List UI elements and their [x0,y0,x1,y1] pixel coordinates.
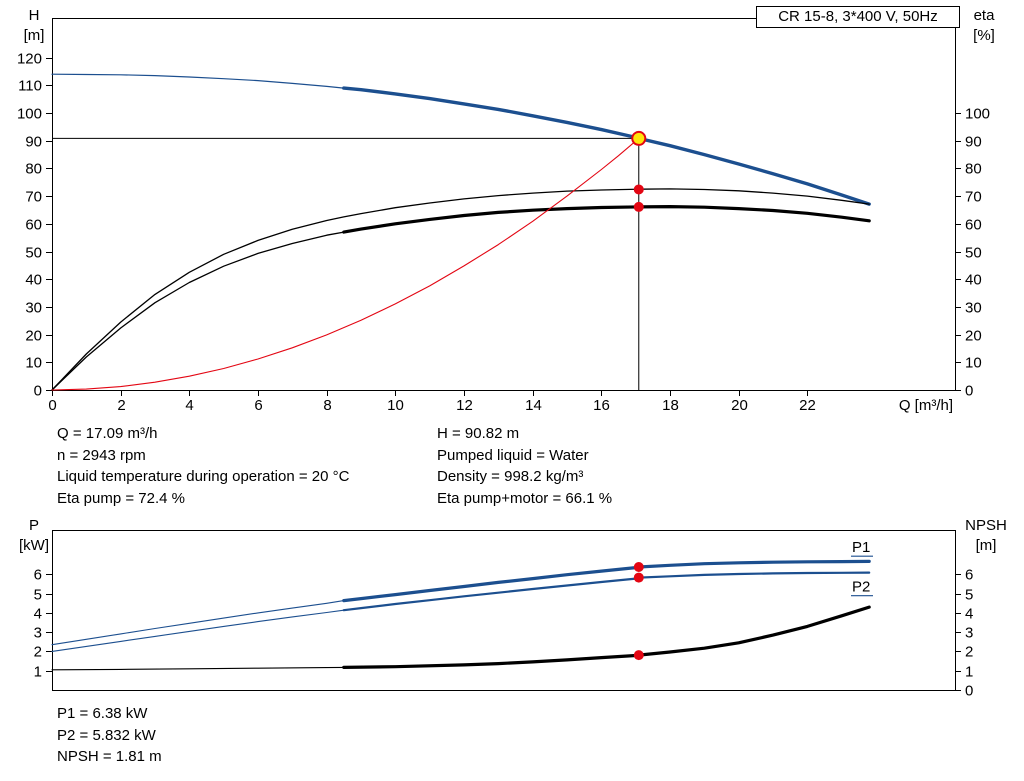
p1-curve [51,600,345,646]
x-tick-label: 20 [731,397,748,414]
y-right-tick-label: 0 [965,383,973,400]
y-left-tick-label: 4 [34,606,42,623]
eta-axis-title: eta [%] [973,7,995,44]
head-curve [342,86,871,206]
x-tick-label: 14 [525,397,542,414]
speed-value: n = 2943 rpm [57,446,146,464]
x-tick-label: 2 [117,397,125,414]
npsh-value: NPSH = 1.81 m [57,748,162,766]
p1-value: P1 = 6.38 kW [57,705,148,722]
y-left-tick-label: 70 [25,189,42,206]
duty-info-right: H = 90.82 m Pumped liquid = Water Densit… [437,423,612,510]
y-left-tick-label: 5 [34,587,42,604]
flow-value: Q = 17.09 m³/h [57,425,158,442]
series-label: P1 [852,539,870,556]
plot-frame [52,530,956,691]
x-tick-label: 18 [662,397,679,414]
y-left-tick-label: 100 [17,106,42,123]
p2-value: P2 = 5.832 kW [57,726,156,744]
y-right-tick-label: 50 [965,245,982,262]
y-right-tick-label: 80 [965,161,982,178]
x-tick-label: 22 [799,397,816,414]
y-left-tick-label: 1 [34,664,42,681]
y-right-tick-label: 100 [965,106,990,123]
liquid-temperature-value: Liquid temperature during operation = 20… [57,468,350,486]
power-info: P1 = 6.38 kW P2 = 5.832 kW NPSH = 1.81 m [57,703,162,768]
y-left-tick-label: 40 [25,272,42,289]
eta-pump-motor-curve [342,205,871,234]
duty-info-left: Q = 17.09 m³/h n = 2943 rpm Liquid tempe… [57,423,349,510]
y-left-tick-label: 120 [17,51,42,68]
y-left-tick-label: 6 [34,567,42,584]
x-tick-label: 12 [456,397,473,414]
y-right-tick-label: 60 [965,217,982,234]
head-value: H = 90.82 m [437,425,520,442]
y-right-tick-label: 70 [965,189,982,206]
y-left-tick-label: 90 [25,134,42,151]
h-axis-title: H [m] [23,7,45,44]
y-left-tick-label: 110 [18,78,42,95]
x-tick-label: 8 [323,397,331,414]
y-left-tick-label: 30 [25,300,42,317]
x-tick-label: 0 [48,397,56,414]
x-tick-label: 6 [254,397,262,414]
x-tick-label: 10 [387,397,404,414]
y-right-tick-label: 10 [965,355,982,372]
value-dot-marker [633,201,644,212]
p1-curve [342,559,871,603]
y-left-tick-label: 80 [25,161,42,178]
value-dot-marker [633,562,644,573]
p-axis-title: P [kW] [19,517,49,554]
density-value: Density = 998.2 kg/m³ [437,468,584,486]
eta-pump-value: Eta pump = 72.4 % [57,490,185,508]
y-right-tick-label: 40 [965,272,982,289]
y-right-tick-label: 5 [965,587,973,604]
head-curve [51,73,345,89]
y-right-tick-label: 3 [965,625,973,642]
eta-pump-motor-curve [51,231,345,391]
npsh-curve [51,666,345,671]
duty-parabola [51,137,640,391]
x-tick-label: 4 [185,397,193,414]
y-right-tick-label: 20 [965,328,982,345]
p2-curve [342,571,871,612]
x-tick-label: 16 [593,397,610,414]
y-left-tick-label: 3 [34,625,42,642]
y-right-tick-label: 4 [965,606,973,623]
qh-eta-chart: 0102030405060708090100110120010203040506… [17,18,990,414]
p2-curve [51,609,345,652]
y-left-tick-label: 10 [25,355,42,372]
y-right-tick-label: 1 [965,664,973,681]
y-left-tick-label: 0 [34,383,42,400]
value-dot-marker [633,650,644,661]
y-left-tick-label: 20 [25,328,42,345]
y-right-tick-label: 30 [965,300,982,317]
duty-point-marker[interactable] [631,130,647,146]
power-npsh-chart: 1 2 3 4 5 6 0 1 2 3 4 5 6 P1 P2 [34,530,973,700]
eta-pump-curve [51,188,870,391]
series-label: P2 [852,579,870,596]
y-right-tick-label: 2 [965,644,973,661]
y-right-tick-label: 0 [965,683,973,700]
y-right-tick-label: 6 [965,567,973,584]
x-axis-unit-label: Q [m³/h] [899,397,953,414]
y-left-tick-label: 2 [34,644,42,661]
npsh-curve [342,605,871,669]
plot-frame [52,18,956,391]
value-dot-marker [633,572,644,583]
eta-pump-motor-value: Eta pump+motor = 66.1 % [437,490,613,508]
npsh-axis-title: NPSH [m] [965,517,1007,554]
y-right-tick-label: 90 [965,134,982,151]
pumped-liquid-value: Pumped liquid = Water [437,446,589,464]
pump-model-label: CR 15-8, 3*400 V, 50Hz [756,6,960,28]
y-left-tick-label: 50 [25,245,42,262]
value-dot-marker [633,184,644,195]
y-left-tick-label: 60 [25,217,42,234]
